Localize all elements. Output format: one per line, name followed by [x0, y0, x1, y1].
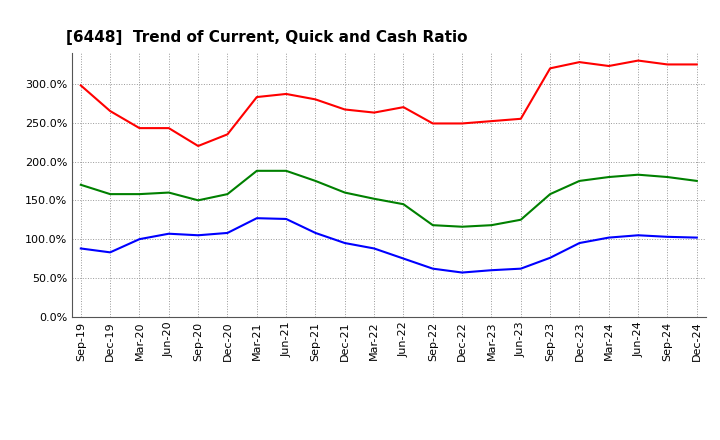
Current Ratio	[693, 62, 701, 67]
Cash Ratio	[663, 234, 672, 239]
Cash Ratio	[164, 231, 173, 236]
Quick Ratio	[135, 191, 144, 197]
Current Ratio	[516, 116, 525, 121]
Quick Ratio	[663, 174, 672, 180]
Quick Ratio	[223, 191, 232, 197]
Quick Ratio	[487, 223, 496, 228]
Current Ratio	[546, 66, 554, 71]
Quick Ratio	[164, 190, 173, 195]
Cash Ratio	[605, 235, 613, 240]
Quick Ratio	[458, 224, 467, 229]
Quick Ratio	[605, 174, 613, 180]
Current Ratio	[76, 83, 85, 88]
Cash Ratio	[487, 268, 496, 273]
Current Ratio	[282, 92, 290, 97]
Cash Ratio	[135, 237, 144, 242]
Cash Ratio	[428, 266, 437, 271]
Cash Ratio	[458, 270, 467, 275]
Current Ratio	[135, 125, 144, 131]
Current Ratio	[223, 132, 232, 137]
Current Ratio	[458, 121, 467, 126]
Current Ratio	[164, 125, 173, 131]
Quick Ratio	[76, 182, 85, 187]
Cash Ratio	[399, 256, 408, 261]
Quick Ratio	[282, 168, 290, 173]
Current Ratio	[341, 107, 349, 112]
Quick Ratio	[341, 190, 349, 195]
Quick Ratio	[634, 172, 642, 177]
Current Ratio	[399, 105, 408, 110]
Cash Ratio	[693, 235, 701, 240]
Quick Ratio	[516, 217, 525, 222]
Line: Current Ratio: Current Ratio	[81, 61, 697, 146]
Quick Ratio	[106, 191, 114, 197]
Line: Quick Ratio: Quick Ratio	[81, 171, 697, 227]
Quick Ratio	[546, 191, 554, 197]
Cash Ratio	[194, 233, 202, 238]
Current Ratio	[311, 97, 320, 102]
Current Ratio	[663, 62, 672, 67]
Cash Ratio	[282, 216, 290, 222]
Quick Ratio	[370, 196, 379, 202]
Quick Ratio	[311, 178, 320, 183]
Line: Cash Ratio: Cash Ratio	[81, 218, 697, 272]
Current Ratio	[634, 58, 642, 63]
Text: [6448]  Trend of Current, Quick and Cash Ratio: [6448] Trend of Current, Quick and Cash …	[66, 29, 467, 45]
Current Ratio	[194, 143, 202, 149]
Quick Ratio	[575, 178, 584, 183]
Cash Ratio	[546, 255, 554, 260]
Current Ratio	[575, 59, 584, 65]
Cash Ratio	[223, 230, 232, 235]
Quick Ratio	[399, 202, 408, 207]
Cash Ratio	[253, 216, 261, 221]
Cash Ratio	[370, 246, 379, 251]
Current Ratio	[487, 118, 496, 124]
Quick Ratio	[428, 223, 437, 228]
Current Ratio	[106, 108, 114, 114]
Cash Ratio	[575, 240, 584, 246]
Current Ratio	[253, 95, 261, 100]
Quick Ratio	[194, 198, 202, 203]
Quick Ratio	[693, 178, 701, 183]
Cash Ratio	[634, 233, 642, 238]
Cash Ratio	[76, 246, 85, 251]
Cash Ratio	[106, 250, 114, 255]
Current Ratio	[605, 63, 613, 69]
Cash Ratio	[516, 266, 525, 271]
Cash Ratio	[341, 240, 349, 246]
Current Ratio	[428, 121, 437, 126]
Cash Ratio	[311, 230, 320, 235]
Quick Ratio	[253, 168, 261, 173]
Current Ratio	[370, 110, 379, 115]
